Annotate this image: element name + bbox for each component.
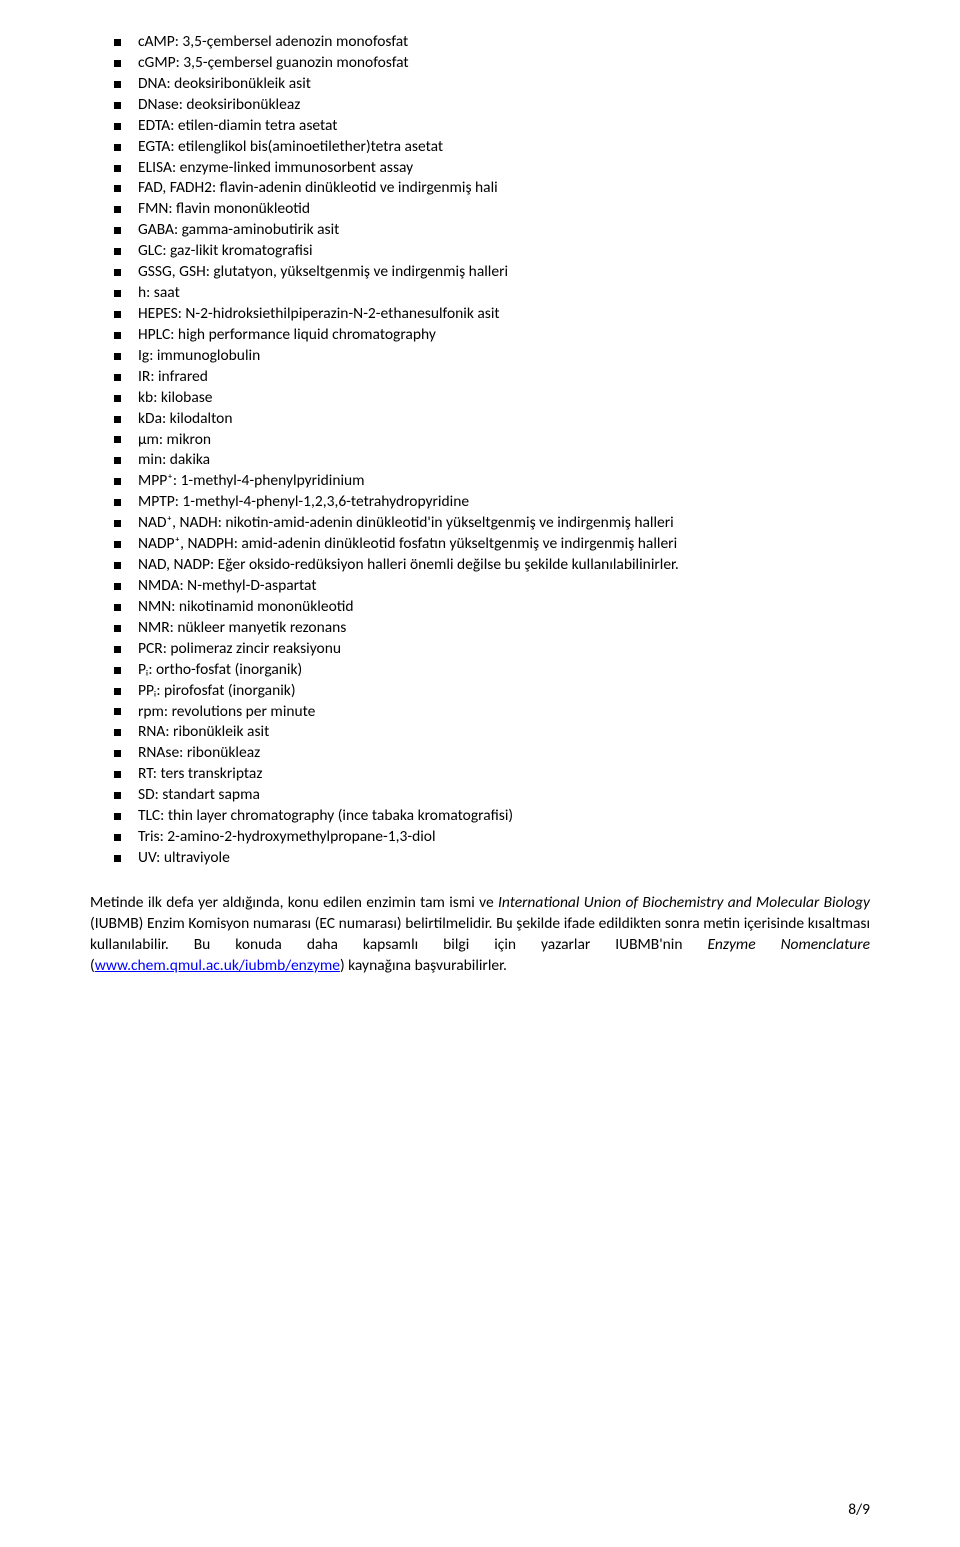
list-item: PCR: polimeraz zincir reaksiyonu [90, 639, 870, 660]
list-item: MPTP: 1-methyl-4-phenyl-1,2,3,6-tetrahyd… [90, 492, 870, 513]
list-item: μm: mikron [90, 430, 870, 451]
list-item: NADP⁺, NADPH: amid-adenin dinükleotid fo… [90, 534, 870, 555]
list-item: FMN: flavin mononükleotid [90, 199, 870, 220]
list-item: GSSG, GSH: glutatyon, yükseltgenmiş ve i… [90, 262, 870, 283]
abbreviation-list: cAMP: 3,5-çembersel adenozin monofosfatc… [90, 32, 870, 869]
list-item: RT: ters transkriptaz [90, 764, 870, 785]
list-item: IR: infrared [90, 367, 870, 388]
list-item: Tris: 2-amino-2-hydroxymethylpropane-1,3… [90, 827, 870, 848]
list-item: Ig: immunoglobulin [90, 346, 870, 367]
list-item: UV: ultraviyole [90, 848, 870, 869]
list-item: EDTA: etilen-diamin tetra asetat [90, 116, 870, 137]
page-number: 8/9 [848, 1500, 870, 1519]
list-item: NMDA: N-methyl-D-aspartat [90, 576, 870, 597]
list-item: DNA: deoksiribonükleik asit [90, 74, 870, 95]
list-item: PPᵢ: pirofosfat (inorganik) [90, 681, 870, 702]
list-item: GLC: gaz-likit kromatografisi [90, 241, 870, 262]
list-item: TLC: thin layer chromatography (ince tab… [90, 806, 870, 827]
list-item: rpm: revolutions per minute [90, 702, 870, 723]
list-item: ELISA: enzyme-linked immunosorbent assay [90, 158, 870, 179]
list-item: MPP⁺: 1-methyl-4-phenylpyridinium [90, 471, 870, 492]
list-item: RNAse: ribonükleaz [90, 743, 870, 764]
para-italic: Enzyme Nomenclature [707, 935, 870, 954]
document-page: cAMP: 3,5-çembersel adenozin monofosfatc… [0, 0, 960, 1547]
para-text: Metinde ilk defa yer aldığında, konu edi… [90, 893, 498, 912]
reference-link[interactable]: www.chem.qmul.ac.uk/iubmb/enzyme [95, 956, 340, 975]
closing-paragraph: Metinde ilk defa yer aldığında, konu edi… [90, 893, 870, 977]
list-item: GABA: gamma-aminobutirik asit [90, 220, 870, 241]
list-item: HEPES: N-2-hidroksiethilpiperazin-N-2-et… [90, 304, 870, 325]
list-item: FAD, FADH2: flavin-adenin dinükleotid ve… [90, 178, 870, 199]
para-text: ) kaynağına başvurabilirler. [340, 956, 507, 975]
list-item: cAMP: 3,5-çembersel adenozin monofosfat [90, 32, 870, 53]
list-item: NMN: nikotinamid mononükleotid [90, 597, 870, 618]
list-item: NAD, NADP: Eğer oksido-redüksiyon haller… [90, 555, 870, 576]
list-item: HPLC: high performance liquid chromatogr… [90, 325, 870, 346]
list-item: SD: standart sapma [90, 785, 870, 806]
para-italic: International Union of Biochemistry and … [498, 893, 870, 912]
list-item: RNA: ribonükleik asit [90, 722, 870, 743]
list-item: kDa: kilodalton [90, 409, 870, 430]
list-item: NMR: nükleer manyetik rezonans [90, 618, 870, 639]
list-item: NAD⁺, NADH: nikotin-amid-adenin dinükleo… [90, 513, 870, 534]
list-item: DNase: deoksiribonükleaz [90, 95, 870, 116]
list-item: Pᵢ: ortho-fosfat (inorganik) [90, 660, 870, 681]
list-item: h: saat [90, 283, 870, 304]
list-item: cGMP: 3,5-çembersel guanozin monofosfat [90, 53, 870, 74]
list-item: kb: kilobase [90, 388, 870, 409]
list-item: min: dakika [90, 450, 870, 471]
list-item: EGTA: etilenglikol bis(aminoetilether)te… [90, 137, 870, 158]
